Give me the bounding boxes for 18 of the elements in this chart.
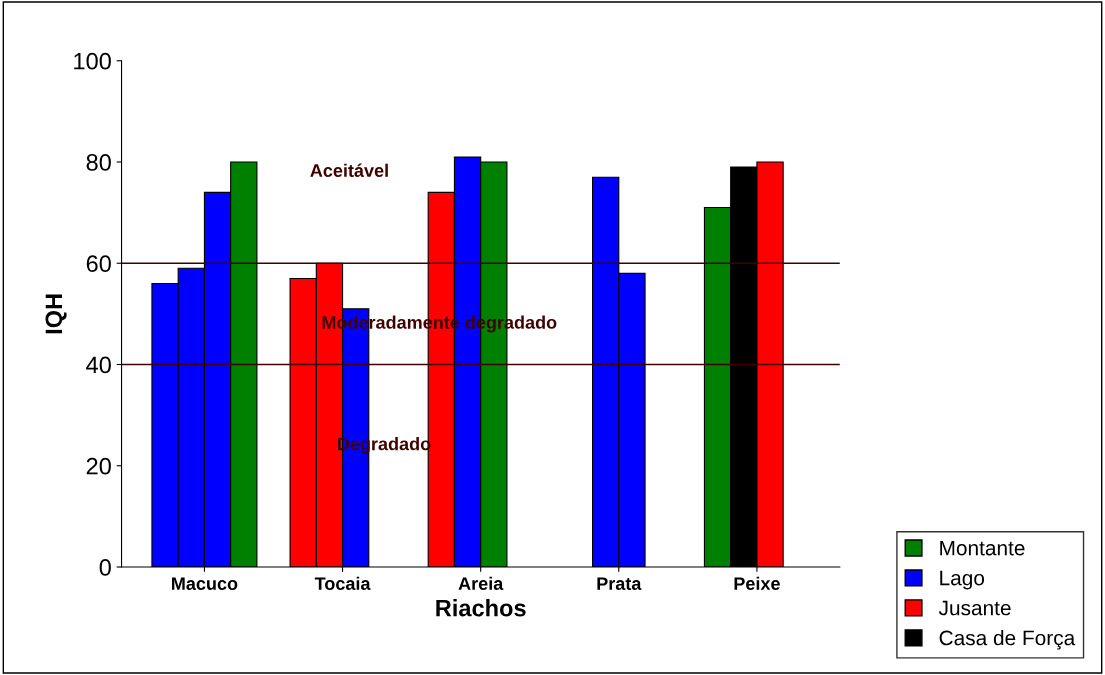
y-tick-label: 100 [74,52,111,70]
y-tick-label: 20 [86,457,111,475]
annotation: Aceitável [310,163,388,177]
y-tick-label: 0 [99,559,111,576]
legend-label: Lago [940,570,985,590]
x-tick-label: Areia [458,576,504,590]
x-tick-label: Prata [597,577,642,590]
y-tick-label: 80 [86,154,111,171]
y-tick-label: 60 [86,255,111,273]
y-axis-title: IQH [45,294,67,334]
legend-label: Montante [940,540,1025,556]
y-tick-label: 40 [86,356,111,374]
x-tick-label: Peixe [734,576,780,590]
legend-label: Jusante [938,600,1011,616]
x-axis-title: Riachos [436,599,526,617]
x-tick-label: Tocaia [314,576,371,590]
legend-label: Casa de Força [939,629,1076,650]
x-tick-label: Macuco [172,577,238,590]
